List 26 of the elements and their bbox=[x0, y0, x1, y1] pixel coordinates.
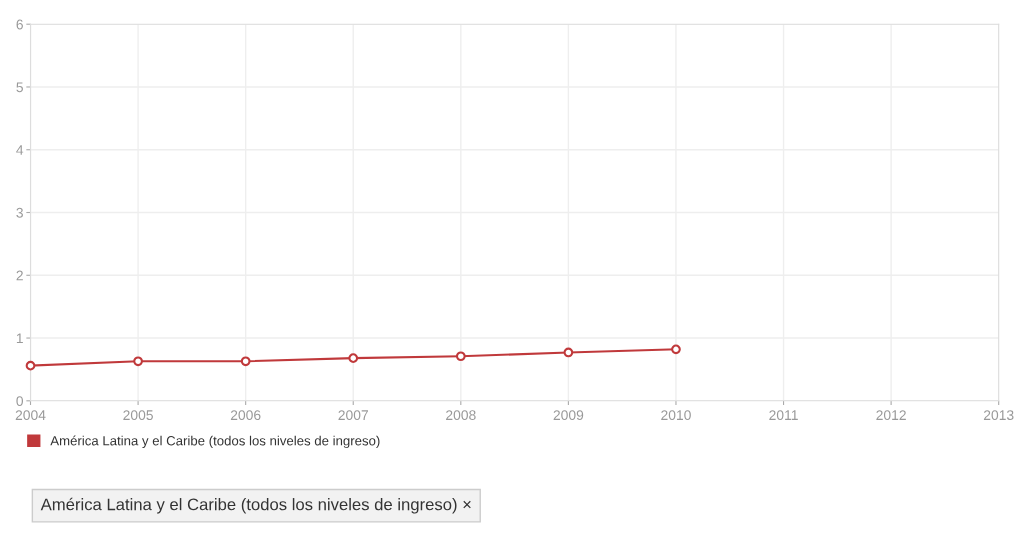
point bbox=[348, 353, 359, 363]
point bbox=[25, 360, 36, 371]
x-tick-label: 2013 bbox=[983, 410, 1014, 421]
y-tick-label: 5 bbox=[16, 82, 23, 93]
y-tick-label: 2 bbox=[16, 270, 23, 281]
x-tick-label: 2012 bbox=[876, 410, 906, 421]
y-tick-label: 3 bbox=[16, 207, 23, 218]
x-tick-label: 2005 bbox=[123, 410, 153, 421]
point bbox=[455, 351, 466, 362]
x-tick-label: 2011 bbox=[769, 410, 798, 421]
point bbox=[671, 344, 681, 355]
y-tick-label: 4 bbox=[16, 145, 24, 155]
x-tick-label: 2006 bbox=[230, 410, 261, 421]
y-tick-label: 6 bbox=[16, 19, 23, 30]
x-tick-label: 2010 bbox=[661, 410, 691, 421]
y-tick-label: 0 bbox=[16, 396, 24, 406]
y-tick-label: 1 bbox=[16, 333, 23, 344]
x-tick-label: 2007 bbox=[338, 410, 368, 421]
point bbox=[240, 356, 251, 367]
text: América Latina y el Caribe (todos los niveles de ingreso) × bbox=[40, 497, 471, 514]
x-tick-label: 2008 bbox=[446, 410, 476, 421]
point bbox=[133, 356, 143, 367]
x-tick-label: 2004 bbox=[15, 410, 46, 421]
x-tick-label: 2009 bbox=[553, 410, 584, 421]
legend-label: América Latina y el Caribe (todos los niveles de ingreso) bbox=[50, 435, 380, 449]
point bbox=[563, 347, 574, 358]
